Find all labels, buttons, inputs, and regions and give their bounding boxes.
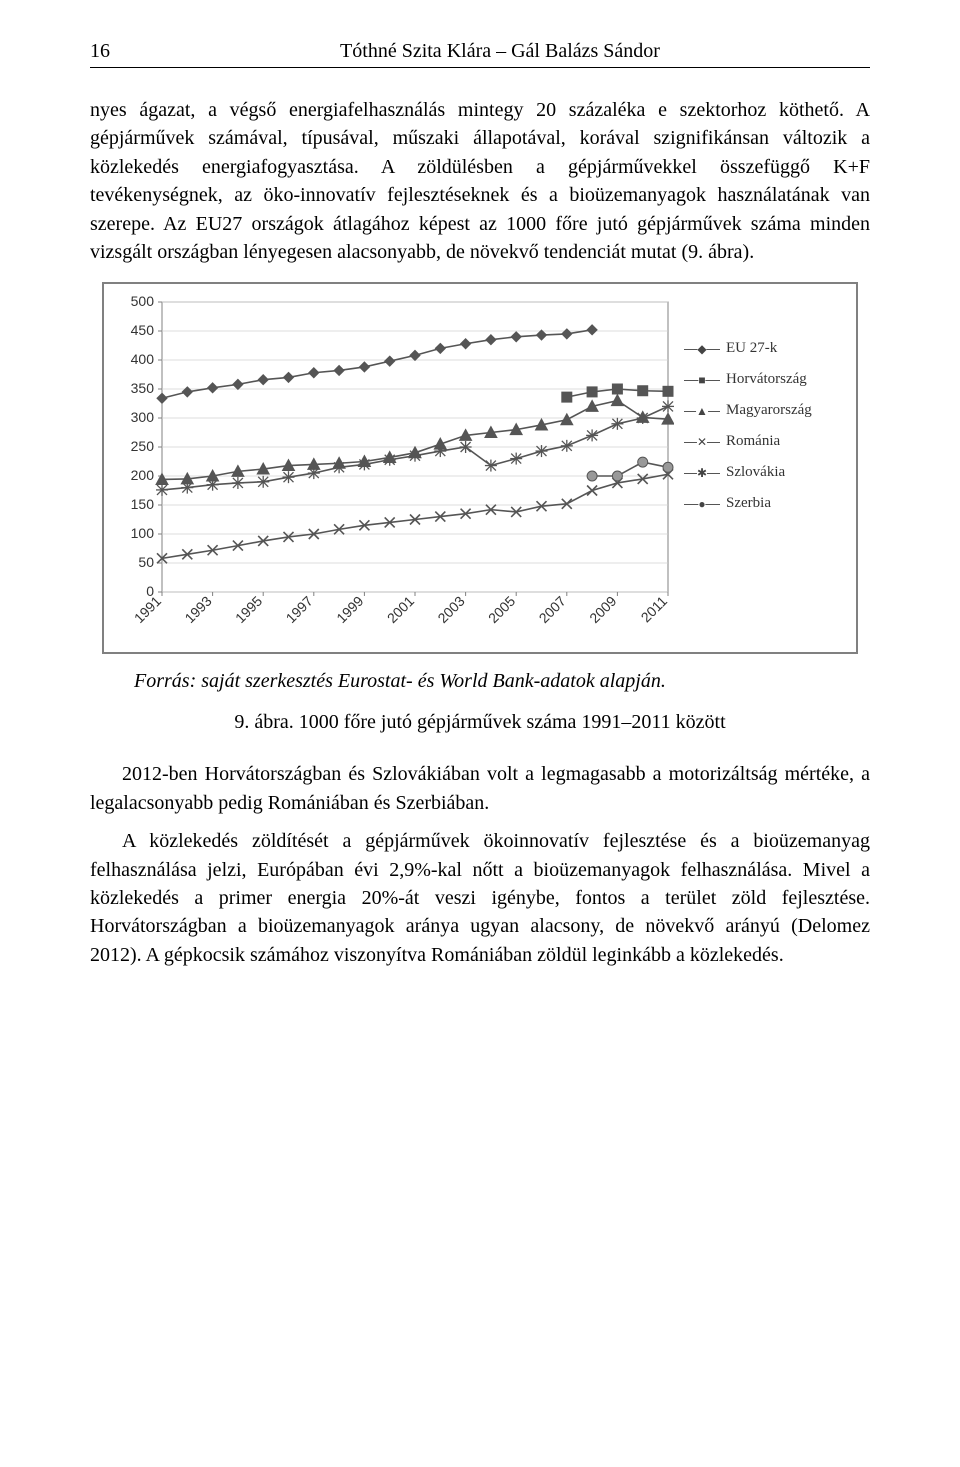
svg-text:350: 350: [131, 380, 155, 396]
legend-item: ● Szerbia: [684, 495, 846, 512]
chart-legend: ◆ EU 27-k ■ Horvátország ▲ Magyarország ✕ Román…: [674, 296, 846, 646]
legend-item: ✕ Románia: [684, 433, 846, 450]
legend-marker-icon: ●: [684, 497, 720, 511]
chart-source: Forrás: saját szerkesztés Eurostat- és W…: [134, 670, 858, 693]
page: 16 Tóthné Szita Klára – Gál Balázs Sándo…: [0, 0, 960, 1039]
svg-text:400: 400: [131, 351, 155, 367]
svg-text:2007: 2007: [536, 593, 569, 626]
legend-label: Románia: [726, 433, 780, 450]
svg-text:450: 450: [131, 322, 155, 338]
header-authors: Tóthné Szita Klára – Gál Balázs Sándor: [130, 40, 870, 63]
legend-label: Szlovákia: [726, 464, 785, 481]
svg-text:1997: 1997: [283, 593, 316, 626]
svg-text:1999: 1999: [333, 593, 366, 626]
svg-text:2009: 2009: [586, 593, 619, 626]
legend-marker-icon: ◆: [684, 342, 720, 356]
legend-label: EU 27-k: [726, 340, 777, 357]
svg-text:100: 100: [131, 525, 155, 541]
svg-text:250: 250: [131, 438, 155, 454]
svg-text:1991: 1991: [131, 593, 164, 626]
svg-text:1993: 1993: [181, 593, 214, 626]
page-number: 16: [90, 40, 130, 63]
legend-label: Horvátország: [726, 371, 807, 388]
svg-text:2005: 2005: [485, 593, 518, 626]
line-chart: 0501001502002503003504004505001991199319…: [114, 296, 674, 646]
chart-container: 0501001502002503003504004505001991199319…: [102, 282, 858, 654]
legend-label: Szerbia: [726, 495, 771, 512]
paragraph-1: nyes ágazat, a végső energiafelhasználás…: [90, 96, 870, 266]
legend-marker-icon: ✱: [684, 466, 720, 480]
svg-text:1995: 1995: [232, 593, 265, 626]
svg-text:2001: 2001: [384, 593, 417, 626]
legend-marker-icon: ■: [684, 373, 720, 387]
svg-text:300: 300: [131, 409, 155, 425]
legend-marker-icon: ▲: [684, 404, 720, 418]
svg-text:150: 150: [131, 496, 155, 512]
svg-text:500: 500: [131, 296, 155, 309]
figure-caption: 9. ábra. 1000 főre jutó gépjárművek szám…: [90, 711, 870, 734]
svg-text:200: 200: [131, 467, 155, 483]
legend-item: ▲ Magyarország: [684, 402, 846, 419]
paragraph-3: A közlekedés zöldítését a gépjárművek ök…: [90, 827, 870, 969]
legend-item: ■ Horvátország: [684, 371, 846, 388]
paragraph-2: 2012-ben Horvátországban és Szlovákiában…: [90, 760, 870, 817]
running-header: 16 Tóthné Szita Klára – Gál Balázs Sándo…: [90, 40, 870, 68]
svg-text:2003: 2003: [434, 593, 467, 626]
legend-item: ✱ Szlovákia: [684, 464, 846, 481]
legend-marker-icon: ✕: [684, 435, 720, 449]
legend-label: Magyarország: [726, 402, 812, 419]
legend-item: ◆ EU 27-k: [684, 340, 846, 357]
svg-text:2011: 2011: [638, 593, 671, 626]
chart-row: 0501001502002503003504004505001991199319…: [114, 296, 846, 646]
svg-text:50: 50: [138, 554, 154, 570]
